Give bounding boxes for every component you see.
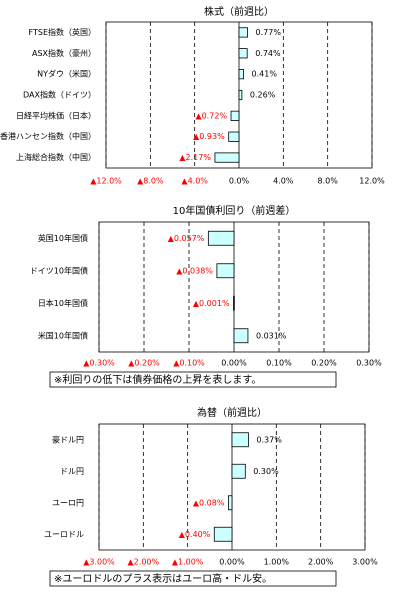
x-tick-label: ▲12.0% — [90, 177, 122, 186]
x-tick-label: 0.00% — [221, 359, 247, 368]
value-label: ▲2.17% — [179, 153, 211, 162]
category-label: 米国10年国債 — [38, 330, 88, 340]
x-tick-label: 0.10% — [266, 359, 292, 368]
bar — [230, 110, 240, 121]
value-label: ▲0.40% — [179, 530, 211, 539]
x-tick-label: 3.00% — [352, 558, 378, 567]
note-box — [49, 371, 337, 388]
category-label: ユーロ円 — [52, 498, 84, 507]
note-box — [49, 570, 337, 587]
category-label: ドイツ10年国債 — [30, 265, 88, 275]
category-label: 日経平均株価（日本） — [16, 110, 96, 120]
x-tick-label: 0.00% — [219, 558, 245, 567]
bar — [238, 27, 248, 38]
x-tick-label: 2.00% — [308, 558, 334, 567]
bar — [207, 230, 235, 246]
bar — [238, 48, 248, 59]
bar — [216, 263, 235, 279]
value-label: ▲0.72% — [195, 111, 227, 120]
bar — [213, 526, 233, 542]
category-label: ASX指数（豪州） — [32, 48, 96, 58]
value-label: ▲0.08% — [193, 498, 225, 507]
bar — [231, 432, 249, 448]
x-tick-label: ▲4.0% — [181, 177, 208, 186]
chart-title: 株式（前週比） — [204, 5, 274, 18]
category-label: 香港ハンセン指数（中国） — [0, 131, 96, 141]
x-tick-label: 1.00% — [264, 558, 290, 567]
category-label: 英国10年国債 — [38, 233, 88, 243]
bar — [228, 131, 240, 142]
x-tick-label: ▲1.00% — [172, 558, 204, 567]
x-tick-label: ▲0.20% — [128, 359, 160, 368]
x-tick-label: 0.20% — [311, 359, 337, 368]
value-label: ▲0.93% — [193, 132, 225, 141]
value-label: 0.031% — [256, 331, 287, 340]
bar — [233, 295, 235, 311]
category-label: ユーロドル — [44, 530, 84, 539]
value-label: 0.26% — [250, 91, 276, 100]
chart-title: 為替（前週比） — [197, 406, 267, 419]
bar — [233, 328, 249, 344]
value-label: 0.37% — [256, 435, 282, 444]
value-label: ▲0.038% — [176, 266, 213, 275]
x-tick-label: ▲0.30% — [83, 359, 115, 368]
x-tick-label: 4.0% — [273, 177, 294, 186]
value-label: ▲0.001% — [193, 299, 230, 308]
note: ※ユーロドルのプラス表示はユーロ高・ドル安。 — [54, 572, 272, 585]
category-label: 豪ドル円 — [52, 434, 84, 444]
x-tick-label: 0.30% — [356, 359, 382, 368]
bar — [238, 89, 243, 101]
category-label: ドル円 — [60, 467, 84, 476]
category-label: 日本10年国債 — [38, 298, 88, 308]
bar — [238, 69, 244, 80]
value-label: 0.41% — [252, 70, 278, 79]
category-label: 上海総合指数（中国） — [16, 152, 96, 162]
value-label: 0.30% — [253, 467, 279, 476]
value-label: 0.77% — [256, 28, 282, 37]
bar — [231, 463, 246, 479]
category-label: NYダウ（米国） — [37, 69, 96, 79]
x-tick-label: ▲8.0% — [137, 177, 164, 186]
x-tick-label: 12.0% — [359, 177, 385, 186]
x-tick-label: 0.0% — [229, 177, 250, 186]
note: ※利回りの低下は債券価格の上昇を表します。 — [54, 373, 261, 386]
bar — [214, 152, 240, 163]
category-label: DAX指数（ドイツ） — [23, 90, 96, 100]
x-tick-label: 8.0% — [318, 177, 339, 186]
bar — [228, 495, 233, 511]
value-label: ▲0.057% — [168, 234, 205, 243]
category-label: FTSE指数（英国） — [29, 27, 96, 37]
value-label: 0.74% — [255, 49, 281, 58]
x-tick-label: ▲0.10% — [173, 359, 205, 368]
x-tick-label: ▲2.00% — [128, 558, 160, 567]
x-tick-label: ▲3.00% — [83, 558, 115, 567]
chart-title: 10年国債利回り（前週差） — [173, 204, 296, 217]
